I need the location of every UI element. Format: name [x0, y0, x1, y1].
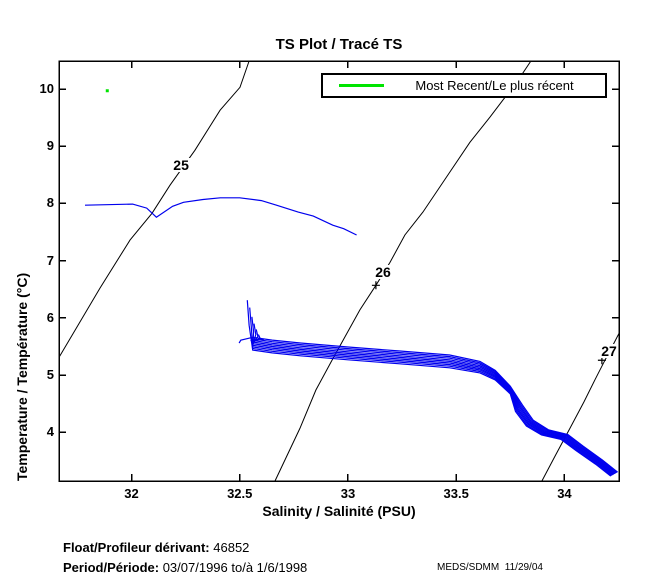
y-tick-label: 4 — [46, 424, 54, 440]
chart-title: TS Plot / Tracé TS — [275, 36, 403, 53]
x-tick-label: 32 — [124, 486, 139, 501]
isopycnal-label-27: 27 — [600, 343, 618, 360]
isopycnal-26-curve — [274, 60, 532, 482]
isopycnal-label-25: 25 — [172, 157, 190, 174]
profile-curve-upper — [84, 197, 357, 236]
x-axis-label: Salinity / Salinité (PSU) — [262, 503, 416, 519]
y-tick-label: 10 — [39, 81, 54, 97]
profile-curve-bundle — [251, 316, 613, 476]
x-tick-label: 33 — [340, 486, 356, 501]
float-label: Float/Profileur dérivant: — [63, 540, 210, 555]
legend-box: Most Recent/Le plus récent — [321, 73, 607, 98]
profile-curve-bundle — [251, 329, 615, 475]
most-recent-point — [105, 89, 109, 93]
axes-box — [58, 60, 620, 482]
x-tick-label: 32.5 — [227, 486, 253, 501]
float-value: 46852 — [213, 540, 250, 555]
y-axis-label: Temperature / Température (°C) — [14, 272, 30, 481]
isopycnal-26-anchor-icon — [371, 281, 380, 290]
period-label: Period/Période: — [63, 560, 160, 575]
profile-curve-bundle — [238, 336, 619, 473]
meds-stamp: MEDS/SDMM 11/29/04 — [437, 562, 543, 573]
profile-curve-bundle — [252, 337, 617, 474]
profile-curve-bundle — [251, 323, 614, 476]
y-tick-label: 6 — [46, 309, 54, 325]
y-tick-label: 7 — [46, 252, 54, 268]
y-tick-label: 9 — [46, 138, 54, 154]
profile-curve-bundle — [250, 338, 618, 474]
y-tick-label: 8 — [46, 195, 54, 211]
profile-curve-bundle — [246, 300, 612, 477]
period-row: Period/Période: 03/07/1996 to/à 1/6/1998 — [63, 558, 307, 578]
profile-curve-bundle — [249, 307, 612, 477]
float-row: Float/Profileur dérivant: 46852 — [63, 538, 307, 558]
profile-curve-bundle — [250, 334, 616, 475]
y-tick-label: 5 — [46, 367, 54, 383]
footer-info: Float/Profileur dérivant: 46852 Period/P… — [63, 538, 307, 578]
x-tick-label: 34 — [557, 486, 572, 501]
legend-label: Most Recent/Le plus récent — [415, 78, 574, 93]
period-value: 03/07/1996 to/à 1/6/1998 — [162, 560, 308, 575]
isopycnal-25-curve — [58, 60, 250, 358]
x-tick-label: 33.5 — [443, 486, 469, 501]
most-recent-line-swatch — [339, 84, 384, 87]
isopycnal-label-26: 26 — [374, 264, 392, 281]
